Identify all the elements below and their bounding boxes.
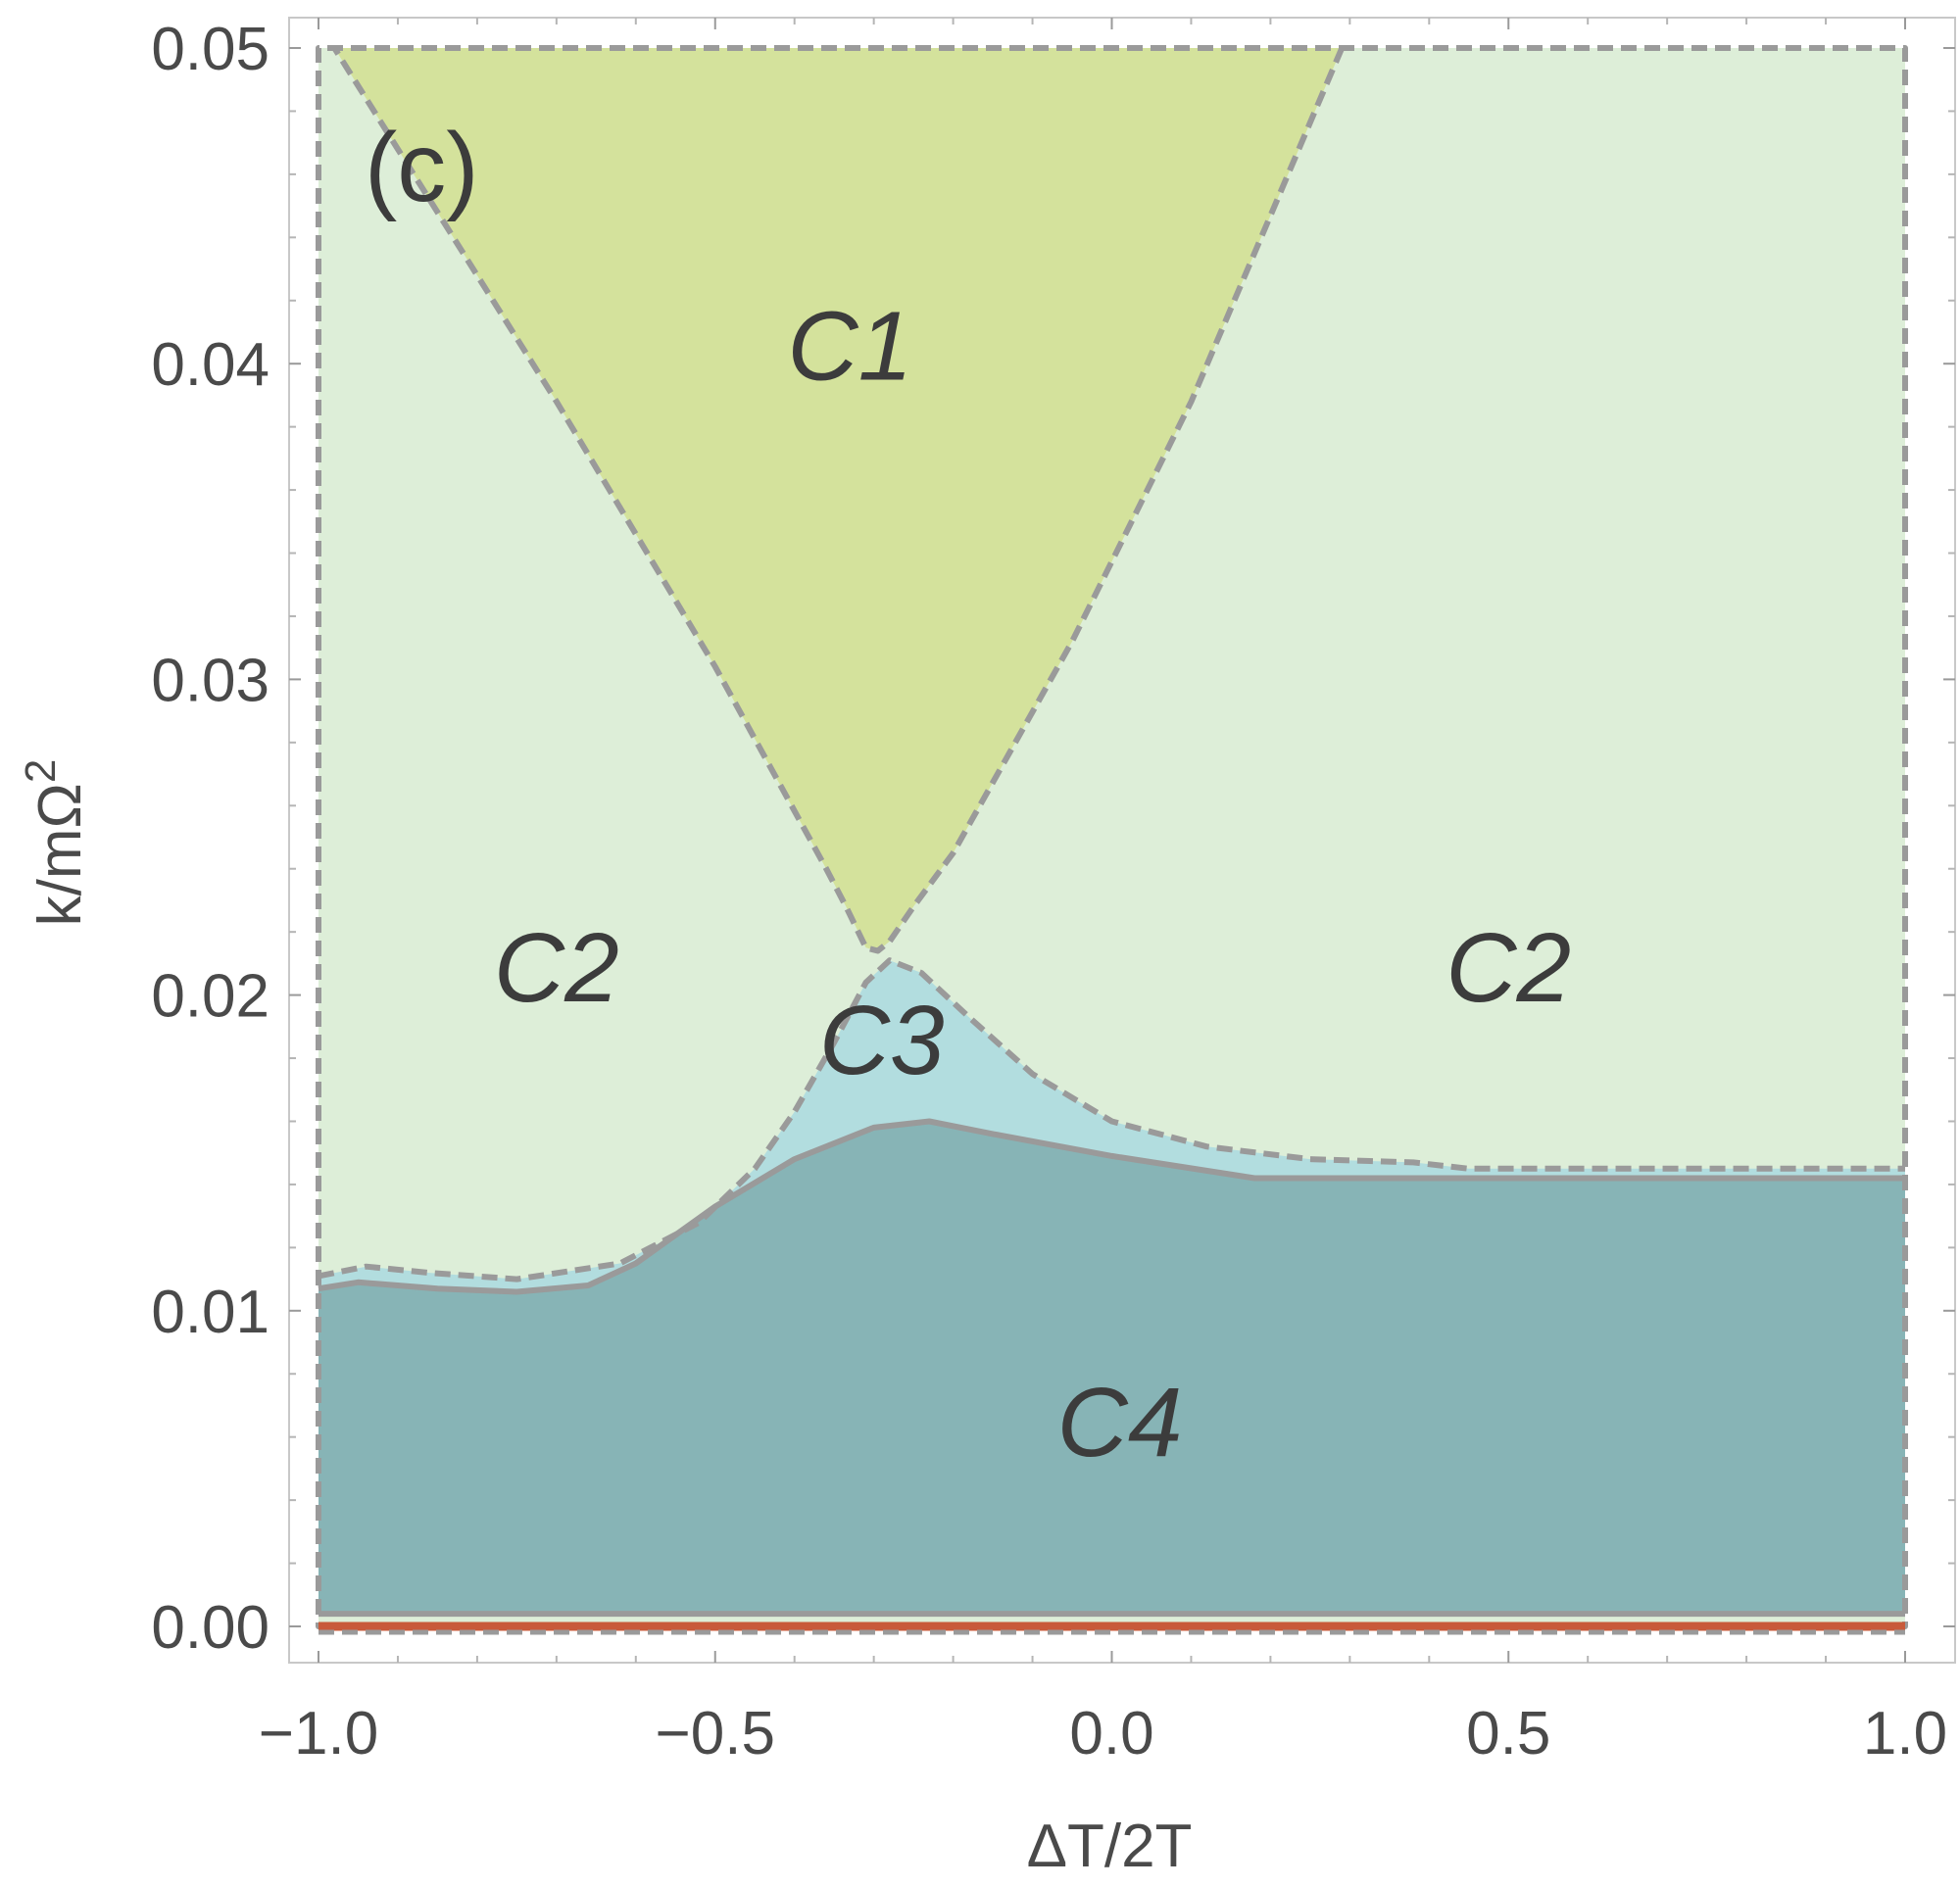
- x-tick-label: 1.0: [1863, 1700, 1947, 1767]
- y-tick-label: 0.02: [151, 963, 270, 1031]
- x-tick-label: −0.5: [656, 1700, 775, 1767]
- x-axis-label: ΔT/2T: [1027, 1813, 1193, 1880]
- y-tick-label: 0.05: [151, 16, 270, 83]
- region-c3: [318, 960, 1905, 1292]
- c1-boundary-dashed: [331, 46, 1346, 954]
- x-tick-label: 0.0: [1069, 1700, 1153, 1767]
- region-label-c4: C4: [1057, 1368, 1183, 1477]
- labels-layer: C1 C2 C2 C3 C4: [494, 291, 1571, 1477]
- outer-boundary-dashed: [316, 45, 1908, 1629]
- y-tick-label: 0.01: [151, 1279, 270, 1346]
- plot-frame: [288, 17, 1956, 1664]
- region-label-c3: C3: [819, 986, 945, 1095]
- region-label-c1: C1: [787, 291, 912, 401]
- x-tick-label: 0.5: [1466, 1700, 1550, 1767]
- regions-layer: [318, 48, 1905, 1626]
- y-tick-label: 0.00: [151, 1594, 270, 1662]
- region-label-c2: C2: [1446, 913, 1571, 1023]
- y-axis-label: k/mΩ2: [17, 759, 94, 927]
- y-tick-label: 0.03: [151, 647, 270, 714]
- x-tick-label: −1.0: [259, 1700, 378, 1767]
- y-axis-label-superscript: 2: [17, 759, 65, 783]
- boundaries-layer: [316, 45, 1908, 1635]
- panel-label: (c): [365, 113, 479, 222]
- c4-boundary-solid: [318, 1118, 1905, 1295]
- region-c1: [334, 48, 1343, 951]
- y-tick-label: 0.04: [151, 331, 270, 399]
- ticks-layer: −1.0 −0.5 0.0 0.5 1.0 0.00 0.01 0.02 0.03 0.04 0.0…: [151, 16, 1955, 1767]
- c3-boundary-dashed: [318, 957, 1905, 1283]
- region-label-c2: C2: [494, 913, 619, 1023]
- region-c4: [318, 1121, 1905, 1615]
- y-axis-label-text: k/mΩ: [26, 783, 94, 926]
- svg-text:k/mΩ2: k/mΩ2: [17, 759, 94, 927]
